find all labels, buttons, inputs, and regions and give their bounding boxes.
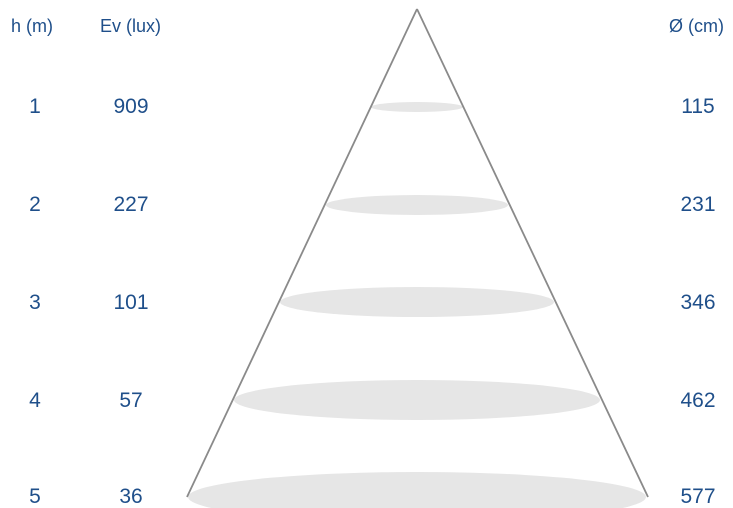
- beam-circle-1: [371, 102, 463, 112]
- beam-circle-4: [234, 380, 600, 420]
- illuminance-column-header: Ev (lux): [100, 16, 162, 36]
- height-column-header: h (m): [11, 16, 53, 36]
- diameter-value: 231: [680, 193, 716, 216]
- diameter-value: 577: [680, 485, 716, 508]
- beam-circle-3: [280, 287, 554, 317]
- cone-left-edge: [186, 8, 418, 498]
- illuminance-value: 101: [113, 291, 149, 314]
- illuminance-value: 57: [119, 389, 143, 412]
- diameter-value: 115: [681, 95, 715, 118]
- diameter-value: 346: [680, 291, 716, 314]
- diameter-column-header: Ø (cm): [669, 16, 724, 36]
- illuminance-value: 909: [113, 95, 149, 118]
- cone-right-edge: [416, 8, 649, 498]
- beam-circle-2: [326, 195, 508, 215]
- height-value: 5: [29, 485, 41, 508]
- illuminance-value: 36: [119, 485, 143, 508]
- diameter-value: 462: [680, 389, 716, 412]
- illuminance-value: 227: [113, 193, 149, 216]
- height-value: 1: [29, 95, 41, 118]
- height-value: 2: [29, 193, 41, 216]
- height-value: 3: [29, 291, 41, 314]
- beam-circle-5: [188, 472, 646, 508]
- height-value: 4: [29, 389, 41, 412]
